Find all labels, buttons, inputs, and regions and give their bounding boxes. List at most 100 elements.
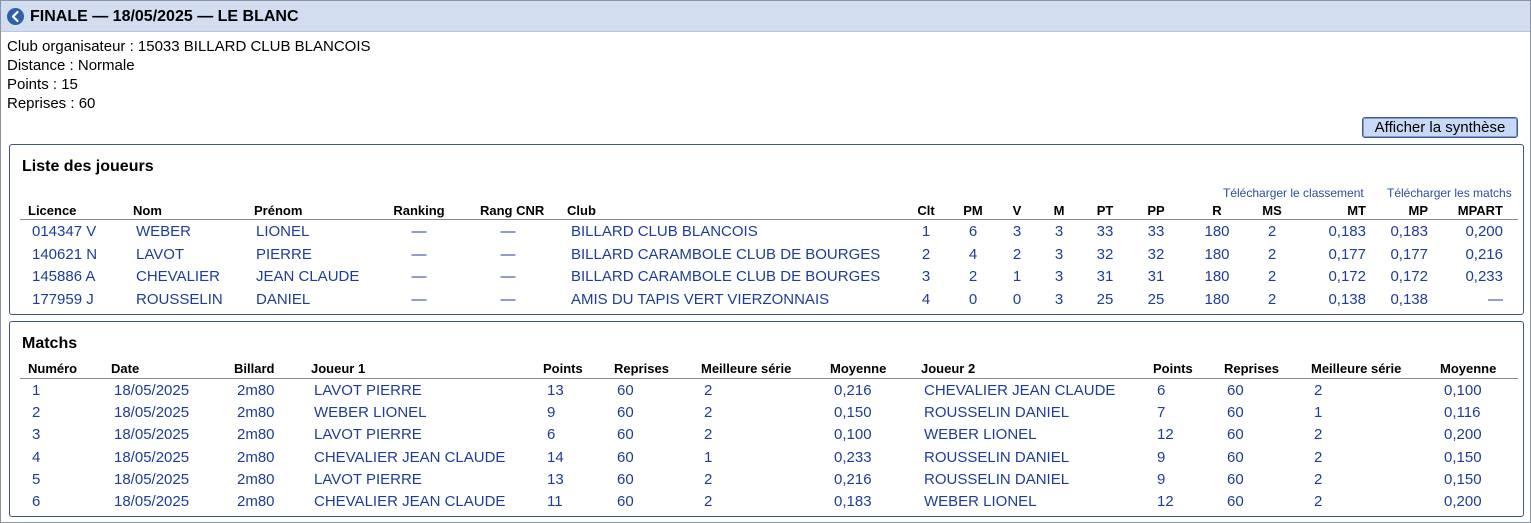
match-joueur-2-cell: ROUSSELIN DANIEL (924, 448, 1070, 466)
player-clt-cell: 4 (921, 290, 931, 308)
col-header-points: Points (543, 361, 583, 376)
match-points-cell: 9 (547, 404, 556, 422)
player-mt-cell: 0,177 (1328, 245, 1366, 263)
match-joueur-1-cell: LAVOT PIERRE (314, 426, 422, 444)
match-meilleure-serie-cell: 2 (704, 426, 713, 444)
match-moyenne-cell: 0,233 (834, 448, 872, 466)
player-nom-cell: ROUSSELIN (136, 290, 223, 308)
player-ms-cell: 2 (1267, 245, 1277, 263)
organizer-club: Club organisateur : 15033 BILLARD CLUB B… (7, 38, 371, 55)
col-header-club: Club (567, 203, 596, 218)
player-mp-cell: 0,183 (1390, 223, 1428, 240)
col-header-moyenne: Moyenne (830, 361, 887, 376)
player-ms-cell: 2 (1267, 268, 1277, 285)
match-date-cell: 18/05/2025 (114, 493, 190, 510)
match-joueur-1-cell: CHEVALIER JEAN CLAUDE (314, 493, 506, 510)
match-meilleure-serie-cell: 2 (1314, 470, 1323, 488)
match-meilleure-serie-cell: 1 (1314, 404, 1323, 422)
col-header-licence: Licence (28, 203, 77, 218)
player-licence-cell: 177959 J (32, 290, 94, 308)
player-mpart-cell: — (1488, 290, 1503, 308)
col-header-date: Date (111, 361, 140, 376)
match-joueur-1-cell: LAVOT PIERRE (314, 382, 422, 399)
player-clt-cell: 1 (921, 223, 931, 240)
reprises-info: Reprises : 60 (7, 95, 96, 112)
match-meilleure-serie-cell: 1 (704, 448, 713, 466)
player-ranking-cell: — (411, 290, 427, 308)
player-rang-cnr-cell: — (500, 245, 516, 263)
player-clt-cell: 3 (921, 268, 931, 285)
match-meilleure-serie-cell: 2 (704, 382, 713, 399)
match-points-cell: 13 (547, 470, 564, 488)
player-m-cell: 3 (1054, 268, 1064, 285)
match-billard-cell: 2m80 (237, 426, 275, 444)
match-billard-cell: 2m80 (237, 493, 275, 510)
player-pt-cell: 32 (1096, 245, 1114, 263)
match-joueur-2-cell: ROUSSELIN DANIEL (924, 404, 1070, 422)
player-club-cell: BILLARD CLUB BLANCOIS (571, 223, 758, 240)
player-v-cell: 3 (1012, 223, 1022, 240)
player-licence-cell: 145886 A (32, 268, 96, 285)
match-points-cell: 12 (1157, 426, 1174, 444)
player-pm-cell: 0 (968, 290, 978, 308)
player-pt-cell: 33 (1096, 223, 1114, 240)
col-header-points: Points (1153, 361, 1193, 376)
player-mp-cell: 0,177 (1390, 245, 1428, 263)
player-pm-cell: 4 (968, 245, 978, 263)
match-numero-cell: 1 (32, 382, 41, 399)
player-clt-cell: 2 (921, 245, 931, 263)
match-points-cell: 9 (1157, 448, 1166, 466)
match-date-cell: 18/05/2025 (114, 382, 190, 399)
match-meilleure-serie-cell: 2 (1314, 382, 1323, 399)
match-reprises-cell: 60 (1227, 404, 1244, 422)
col-header-meilleure-serie: Meilleure série (701, 361, 792, 376)
player-v-cell: 1 (1012, 268, 1022, 285)
match-reprises-cell: 60 (617, 404, 634, 422)
match-meilleure-serie-cell: 2 (1314, 448, 1323, 466)
player-ranking-cell: — (411, 268, 427, 285)
competition-info: Club organisateur : 15033 BILLARD CLUB B… (7, 37, 371, 113)
player-m-cell: 3 (1054, 245, 1064, 263)
match-meilleure-serie-cell: 2 (704, 404, 713, 422)
download-matches-link[interactable]: Télécharger les matchs (1387, 186, 1512, 200)
player-prenom-cell: LIONEL (256, 223, 310, 240)
match-billard-cell: 2m80 (237, 470, 275, 488)
col-header-m: M (1053, 203, 1065, 218)
player-r-cell: 180 (1204, 245, 1230, 263)
col-header-moyenne: Moyenne (1440, 361, 1497, 376)
download-ranking-link[interactable]: Télécharger le classement (1223, 186, 1364, 200)
player-pp-cell: 32 (1147, 245, 1165, 263)
distance-info: Distance : Normale (7, 57, 135, 74)
match-points-cell: 6 (1157, 382, 1166, 399)
player-ms-cell: 2 (1267, 223, 1277, 240)
col-header-prenom: Prénom (254, 203, 303, 218)
match-moyenne-cell: 0,116 (1444, 404, 1481, 422)
player-pt-cell: 25 (1096, 290, 1114, 308)
match-joueur-2-cell: WEBER LIONEL (924, 493, 1037, 510)
match-billard-cell: 2m80 (237, 382, 275, 399)
matches-header-divider (20, 378, 1518, 379)
match-reprises-cell: 60 (1227, 448, 1244, 466)
match-reprises-cell: 60 (617, 426, 634, 444)
player-r-cell: 180 (1204, 223, 1230, 240)
col-header-joueur-1: Joueur 1 (311, 361, 366, 376)
match-numero-cell: 3 (32, 426, 41, 444)
back-arrow-icon[interactable] (7, 8, 24, 25)
col-header-pt: PT (1096, 203, 1114, 218)
match-moyenne-cell: 0,200 (1444, 493, 1482, 510)
match-moyenne-cell: 0,183 (834, 493, 872, 510)
match-reprises-cell: 60 (1227, 426, 1244, 444)
match-moyenne-cell: 0,100 (1444, 382, 1482, 399)
player-pp-cell: 31 (1147, 268, 1165, 285)
player-nom-cell: LAVOT (136, 245, 185, 263)
player-v-cell: 0 (1012, 290, 1022, 308)
col-header-ranking: Ranking (393, 203, 445, 218)
player-nom-cell: WEBER (136, 223, 192, 240)
match-moyenne-cell: 0,150 (834, 404, 872, 422)
player-rang-cnr-cell: — (500, 223, 516, 240)
col-header-v: V (1012, 203, 1022, 218)
match-moyenne-cell: 0,150 (1444, 470, 1482, 488)
player-pm-cell: 2 (968, 268, 978, 285)
show-synthesis-button[interactable]: Afficher la synthèse (1362, 117, 1518, 138)
